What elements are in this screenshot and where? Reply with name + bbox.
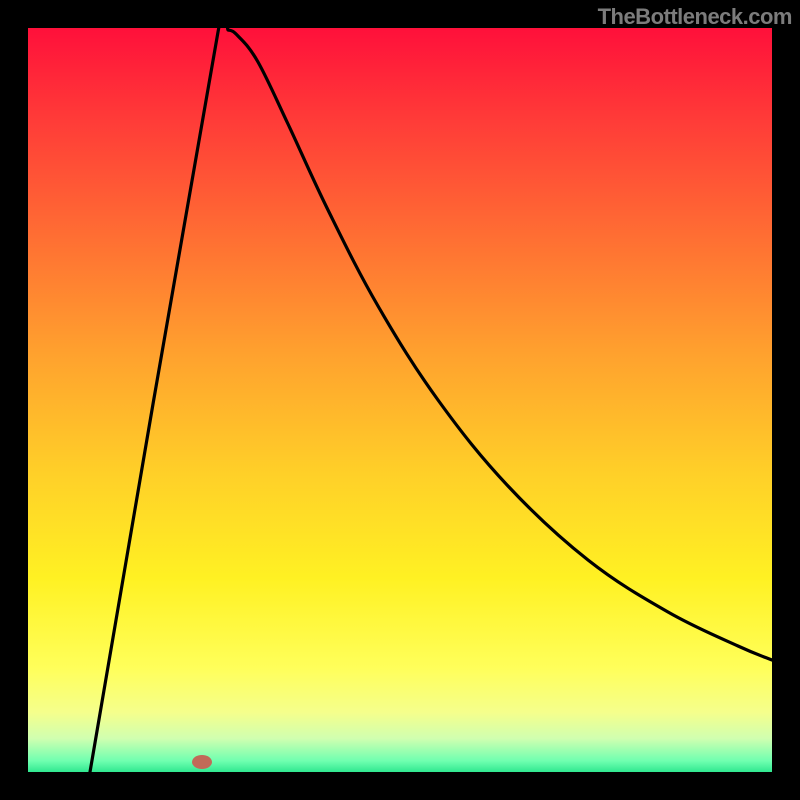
- source-watermark: TheBottleneck.com: [598, 4, 792, 30]
- gradient-v-chart: [0, 0, 800, 800]
- plot-background: [28, 28, 772, 772]
- chart-container: TheBottleneck.com: [0, 0, 800, 800]
- optimum-marker: [192, 755, 212, 769]
